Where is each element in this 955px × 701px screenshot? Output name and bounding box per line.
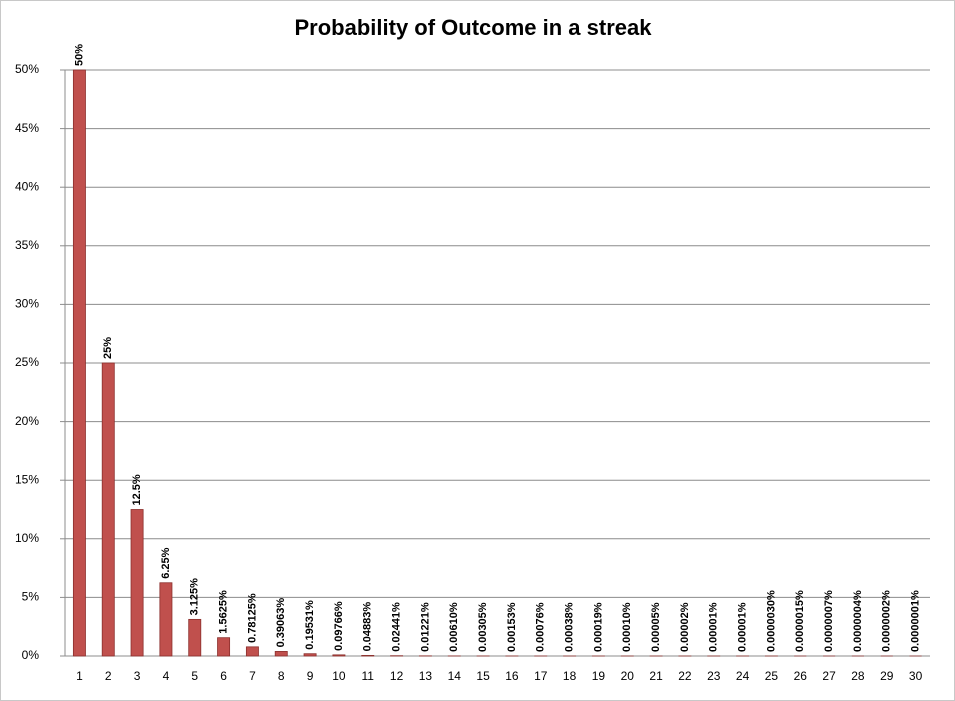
- value-label: 0.00305%: [477, 602, 489, 652]
- value-label: 0.09766%: [333, 601, 345, 651]
- x-tick-label: 5: [191, 669, 198, 683]
- value-label: 0.0000001%: [909, 590, 921, 652]
- value-label: 6.25%: [160, 547, 172, 578]
- bar: [274, 651, 288, 657]
- y-tick-label: 5%: [22, 590, 40, 604]
- x-tick-label: 12: [390, 669, 404, 683]
- bar: [159, 582, 173, 657]
- bar: [303, 653, 317, 657]
- value-label: 12.5%: [131, 474, 143, 505]
- x-tick-label: 23: [707, 669, 721, 683]
- value-label: 0.00153%: [506, 602, 518, 652]
- x-tick-label: 18: [563, 669, 577, 683]
- value-label: 0.39063%: [275, 598, 287, 648]
- value-label: 0.78125%: [246, 593, 258, 643]
- value-label: 0.00010%: [621, 602, 633, 652]
- value-label: 0.00002%: [679, 602, 691, 652]
- value-label: 0.0000002%: [881, 590, 893, 652]
- value-label: 0.00005%: [650, 602, 662, 652]
- value-label: 0.0000030%: [765, 590, 777, 652]
- x-tick-label: 10: [332, 669, 346, 683]
- y-tick-label: 35%: [15, 238, 39, 252]
- x-tick-label: 3: [134, 669, 141, 683]
- y-tick-label: 20%: [15, 414, 39, 428]
- x-tick-label: 21: [649, 669, 663, 683]
- value-label: 0.00076%: [535, 602, 547, 652]
- x-tick-label: 8: [278, 669, 285, 683]
- x-tick-label: 13: [419, 669, 433, 683]
- value-label: 0.00019%: [592, 602, 604, 652]
- value-label: 0.0000007%: [823, 590, 835, 652]
- bar: [217, 637, 231, 657]
- x-tick-label: 26: [794, 669, 808, 683]
- x-tick-label: 15: [476, 669, 490, 683]
- bar: [101, 362, 115, 657]
- x-tick-label: 19: [592, 669, 606, 683]
- x-tick-label: 11: [362, 669, 375, 683]
- value-label: 0.0000015%: [794, 590, 806, 652]
- bar: [332, 654, 346, 657]
- value-label: 0.00610%: [448, 602, 460, 652]
- value-label: 0.01221%: [419, 602, 431, 652]
- value-label: 50%: [73, 44, 85, 66]
- value-label: 25%: [102, 337, 114, 359]
- x-tick-label: 22: [678, 669, 692, 683]
- x-tick-label: 29: [880, 669, 894, 683]
- x-tick-label: 17: [534, 669, 548, 683]
- x-tick-label: 28: [851, 669, 865, 683]
- y-tick-label: 25%: [15, 355, 39, 369]
- x-tick-label: 20: [621, 669, 635, 683]
- bar: [361, 655, 375, 657]
- y-tick-label: 30%: [15, 297, 39, 311]
- x-tick-label: 24: [736, 669, 750, 683]
- x-tick-label: 14: [448, 669, 462, 683]
- bar: [188, 618, 202, 657]
- value-label: 3.125%: [189, 578, 201, 616]
- x-tick-label: 7: [249, 669, 256, 683]
- x-tick-label: 27: [822, 669, 836, 683]
- value-label: 0.04883%: [362, 602, 374, 652]
- bar: [72, 69, 86, 657]
- y-tick-label: 40%: [15, 179, 39, 193]
- x-tick-label: 2: [105, 669, 112, 683]
- x-tick-label: 4: [163, 669, 170, 683]
- value-label: 0.02441%: [390, 602, 402, 652]
- y-tick-label: 50%: [15, 62, 39, 76]
- chart-title: Probability of Outcome in a streak: [295, 15, 653, 40]
- bar: [245, 646, 259, 657]
- y-tick-label: 15%: [15, 472, 39, 486]
- x-tick-label: 16: [505, 669, 519, 683]
- x-tick-label: 30: [909, 669, 923, 683]
- y-tick-label: 45%: [15, 121, 39, 135]
- x-tick-label: 25: [765, 669, 779, 683]
- y-tick-label: 0%: [22, 648, 40, 662]
- value-label: 0.00038%: [563, 602, 575, 652]
- value-label: 0.19531%: [304, 600, 316, 650]
- value-label: 1.5625%: [217, 590, 229, 634]
- x-tick-label: 6: [220, 669, 227, 683]
- value-label: 0.00001%: [736, 602, 748, 652]
- x-tick-label: 9: [307, 669, 314, 683]
- value-label: 0.00001%: [708, 602, 720, 652]
- x-tick-label: 1: [76, 669, 83, 683]
- value-label: 0.0000004%: [852, 590, 864, 652]
- bar: [130, 509, 144, 657]
- y-tick-label: 10%: [15, 531, 39, 545]
